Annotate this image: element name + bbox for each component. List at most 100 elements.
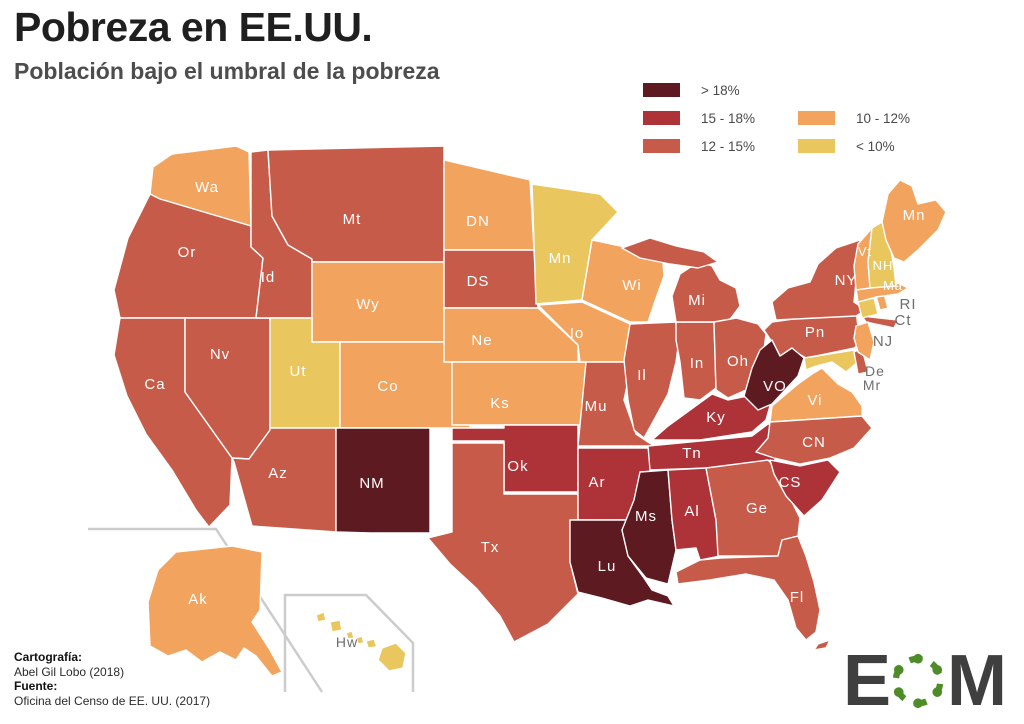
legend-item: 10 - 12% (798, 104, 910, 132)
state-label-mi: Mi (688, 292, 706, 309)
state-nc (755, 415, 873, 465)
state-label-pa: Pn (805, 324, 825, 341)
state-label-ut: Ut (290, 363, 307, 380)
state-fl (813, 639, 831, 651)
logo-ring-o-icon (892, 653, 944, 709)
page-title: Pobreza en EE.UU. (14, 4, 373, 50)
logo-letter-e: E (843, 641, 891, 721)
logo-ring-dot (893, 687, 904, 697)
state-label-il: Il (637, 367, 647, 384)
state-label-ca: Ca (144, 376, 165, 393)
state-label-nj: NJ (873, 333, 893, 350)
legend-item: 12 - 15% (643, 132, 755, 160)
state-ak (147, 545, 283, 677)
legend-item: < 10% (798, 132, 910, 160)
state-hi (377, 642, 407, 672)
state-label-mt: Mt (343, 211, 362, 228)
logo-ring-dot (893, 665, 904, 675)
state-hi (315, 611, 327, 623)
logo-ring-dot (913, 653, 923, 664)
state-label-mn: Mn (549, 250, 572, 267)
state-label-ia: Io (570, 325, 585, 342)
state-ny (861, 315, 899, 329)
state-label-sd: DS (467, 273, 490, 290)
eom-logo: E M (843, 641, 1007, 721)
state-label-nh: NH (873, 258, 894, 273)
state-label-hi: Hw (336, 634, 358, 650)
state-mt (267, 145, 445, 263)
legend-label: 15 - 18% (701, 110, 756, 126)
state-label-ne: Ne (471, 332, 492, 349)
legend-column-1: > 18% 15 - 18% 12 - 15% (643, 76, 755, 160)
state-label-de: De (865, 363, 885, 379)
legend-item: > 18% (643, 76, 755, 104)
legend-label: 12 - 15% (701, 138, 756, 154)
state-label-nm: NM (359, 475, 384, 492)
credits-block: Cartografía: Abel Gil Lobo (2018) Fuente… (14, 650, 210, 708)
state-wv (743, 339, 805, 411)
state-label-me: Mn (903, 207, 926, 224)
inset-border-line (283, 593, 415, 692)
state-tx (427, 442, 579, 643)
state-fl (675, 535, 821, 641)
state-nd (443, 159, 535, 251)
state-label-ny: NY (835, 272, 858, 289)
legend-swatch (798, 139, 835, 153)
state-label-wy: Wy (356, 296, 380, 313)
state-mi (671, 261, 741, 323)
state-label-nv: Nv (210, 346, 230, 363)
state-label-sc: CS (779, 474, 802, 491)
state-label-tx: Tx (481, 539, 500, 556)
credit-source-value: Oficina del Censo de EE. UU. (2017) (14, 693, 211, 708)
state-label-mo: Mu (585, 398, 608, 415)
state-ne (443, 307, 579, 363)
state-label-va: Vi (807, 392, 822, 409)
state-label-wa: Wa (195, 179, 219, 196)
legend-label: < 10% (856, 138, 895, 154)
state-label-nc: CN (802, 434, 826, 451)
state-label-tn: Tn (682, 445, 702, 462)
state-label-ms: Ms (635, 508, 657, 525)
state-label-ar: Ar (589, 474, 606, 491)
state-label-az: Az (268, 465, 288, 482)
legend-label: > 18% (701, 82, 740, 98)
credit-source-label: Fuente: (14, 679, 58, 693)
state-label-nd: DN (466, 213, 490, 230)
state-ks (451, 361, 587, 426)
inset-border-line (88, 527, 324, 693)
state-label-in: In (690, 355, 705, 372)
state-label-la: Lu (598, 558, 617, 575)
logo-ring-dot (932, 665, 943, 675)
state-il (623, 321, 681, 439)
state-label-oh: Oh (727, 353, 749, 370)
legend-swatch (643, 139, 680, 153)
state-label-md: Mr (863, 377, 881, 393)
state-label-vt: Vt (858, 244, 872, 259)
legend-label: 10 - 12% (856, 110, 911, 126)
logo-ring-dot (932, 687, 943, 697)
state-label-ak: Ak (188, 591, 208, 608)
state-nm (335, 427, 431, 534)
state-label-fl: Fl (790, 589, 805, 606)
state-sc (769, 459, 841, 517)
state-hi (329, 619, 343, 633)
page-subtitle: Población bajo el umbral de la pobreza (14, 58, 440, 84)
credit-cartography-label: Cartografía: (14, 650, 83, 664)
state-hi (345, 630, 355, 640)
state-label-ks: Ks (490, 395, 510, 412)
state-label-al: Al (684, 503, 699, 520)
state-label-id: Id (261, 269, 276, 286)
state-label-ri: RI (900, 296, 917, 313)
legend-column-2: 10 - 12% < 10% (798, 104, 910, 160)
state-mi (621, 237, 719, 269)
state-label-ma: Ma (883, 278, 903, 293)
credit-cartography-value: Abel Gil Lobo (2018) (14, 664, 125, 679)
legend-item: 15 - 18% (643, 104, 755, 132)
state-label-or: Or (178, 244, 197, 261)
state-label-ky: Ky (706, 409, 726, 426)
state-sd (443, 249, 539, 309)
state-label-ct: Ct (895, 312, 912, 329)
state-hi (355, 635, 365, 645)
